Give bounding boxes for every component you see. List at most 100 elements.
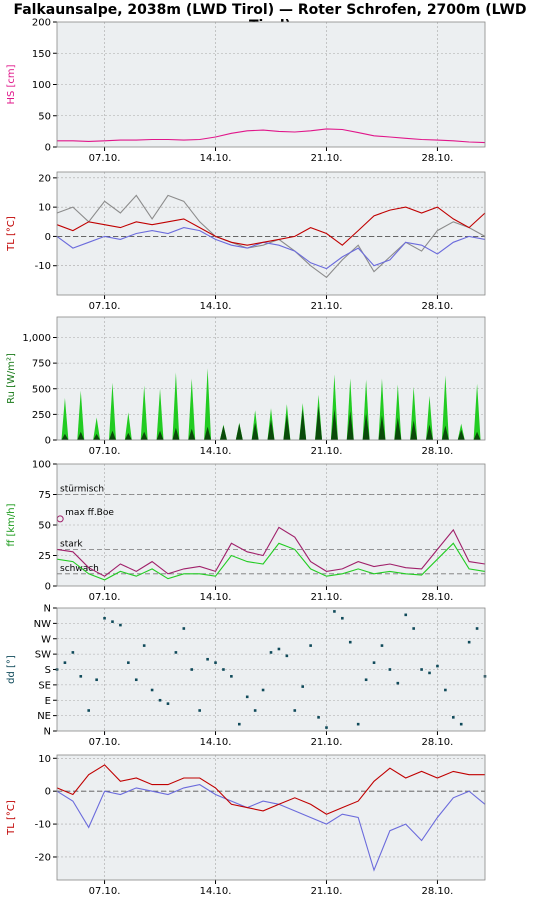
ru-series-0-peak	[346, 378, 354, 440]
tl2-series-0-line	[56, 784, 486, 872]
ff-series-0-line	[56, 526, 486, 577]
ff-xtick-label: 28.10.	[422, 592, 454, 603]
tl2-ylabel: TL [°C]	[6, 800, 17, 836]
tl2-xtick-label: 28.10.	[422, 886, 454, 897]
tl2-xtick-label: 07.10.	[89, 886, 121, 897]
ru-series-1-peak	[93, 433, 101, 440]
ru-series-1-peak	[378, 415, 386, 440]
dd-xtick-label: 07.10.	[89, 737, 121, 748]
ru-series-1-peak	[441, 425, 449, 440]
ru-xtick-label: 07.10.	[89, 446, 121, 457]
tl1-xtick-label: 07.10.	[89, 301, 121, 312]
ru-series-0-peak	[77, 390, 85, 440]
ru-series-1-peak	[219, 425, 227, 440]
dd-point	[166, 702, 170, 705]
dd-point	[261, 688, 265, 692]
tl1-xtick-label: 14.10.	[200, 301, 232, 312]
dd-plot-frame	[56, 607, 486, 732]
ru-series-1-peak	[251, 422, 259, 440]
dd-point	[111, 620, 114, 623]
dd-point	[182, 627, 186, 630]
dd-ytick-label: NE	[37, 711, 51, 722]
dd-point	[230, 675, 233, 678]
dd-point	[158, 698, 162, 702]
dd-point	[475, 627, 479, 630]
ru-series-1-peak	[315, 406, 323, 440]
dd-point	[467, 640, 471, 644]
dd-point	[214, 661, 217, 664]
dd-point	[71, 651, 75, 654]
ru-series-1-peak	[426, 424, 434, 440]
ru-ylabel: Ru [W/m²]	[6, 353, 17, 404]
ff-annotation-label: max ff.Boe	[65, 508, 114, 518]
ru-series-1-peak	[362, 413, 370, 440]
dd-point	[174, 651, 178, 654]
ff-ytick-label: 75	[38, 490, 51, 501]
tl1-ytick-label: 20	[38, 173, 51, 184]
hs-xtick-label: 28.10.	[422, 153, 454, 164]
ru-series-1-peak	[299, 409, 307, 440]
dd-xtick-label: 21.10.	[311, 737, 343, 748]
ru-series-1-peak	[61, 433, 69, 440]
tl1-ytick-label: -10	[35, 261, 51, 272]
ff-ytick-label: 0	[45, 582, 51, 593]
dd-point	[222, 668, 225, 671]
dd-point	[253, 709, 257, 712]
dd-point	[277, 647, 281, 651]
ff-ylabel: ff [km/h]	[6, 503, 17, 546]
ru-series-1-peak	[108, 430, 116, 440]
ru-series-1-peak	[267, 419, 275, 440]
dd-point	[348, 640, 352, 644]
ru-series-0-peak	[473, 383, 481, 440]
tl2-ytick-label: -20	[35, 852, 51, 863]
ru-series-0-peak	[93, 417, 101, 440]
tl2-plot-frame	[56, 754, 486, 881]
dd-point	[404, 613, 408, 617]
hs-ytick-label: 200	[32, 18, 51, 29]
dd-point	[412, 627, 415, 630]
ru-series-0-peak	[378, 378, 386, 440]
ru-series-1-peak	[235, 423, 243, 440]
dd-point	[301, 685, 305, 688]
dd-point	[150, 688, 154, 692]
ru-series-0-peak	[204, 368, 212, 440]
ru-series-1-peak	[283, 414, 291, 440]
dd-point	[190, 668, 194, 671]
dd-point	[245, 695, 249, 699]
ru-series-1-peak	[346, 411, 354, 440]
ru-series-0-peak	[108, 382, 116, 440]
ru-series-0-peak	[330, 374, 338, 440]
ff-series-1-line	[56, 542, 486, 581]
tl1-series-1-line	[56, 227, 486, 270]
dd-point	[285, 654, 289, 658]
hs-ylabel: HS [cm]	[6, 64, 17, 104]
ru-series-0-peak	[441, 375, 449, 440]
tl1-xtick-label: 21.10.	[311, 301, 343, 312]
dd-point	[420, 668, 423, 671]
dd-point	[79, 675, 83, 678]
ru-series-0-peak	[61, 397, 69, 440]
dd-point	[380, 644, 384, 647]
dd-point	[95, 678, 98, 682]
dd-point	[134, 678, 138, 682]
dd-point	[388, 668, 392, 671]
ru-series-1-peak	[330, 409, 338, 440]
dd-ytick-label: N	[44, 604, 51, 615]
ru-series-0-peak	[188, 378, 196, 440]
ru-series-1-peak	[140, 431, 148, 440]
dd-point	[333, 610, 336, 613]
ff-ytick-label: 25	[38, 551, 51, 562]
dd-point	[396, 681, 400, 685]
hs-xtick-label: 21.10.	[311, 153, 343, 164]
tl1-ylabel: TL [°C]	[6, 216, 17, 252]
hs-series-0-line	[57, 128, 486, 144]
dd-ytick-label: N	[44, 727, 51, 738]
ru-series-1-peak	[473, 431, 481, 440]
dd-ytick-label: S	[45, 665, 51, 676]
ru-series-0-peak	[362, 379, 370, 440]
dd-point	[309, 644, 312, 647]
tl1-ytick-label: 0	[45, 232, 51, 243]
dd-ytick-label: NW	[34, 619, 51, 630]
ru-series-1-peak	[410, 420, 418, 440]
